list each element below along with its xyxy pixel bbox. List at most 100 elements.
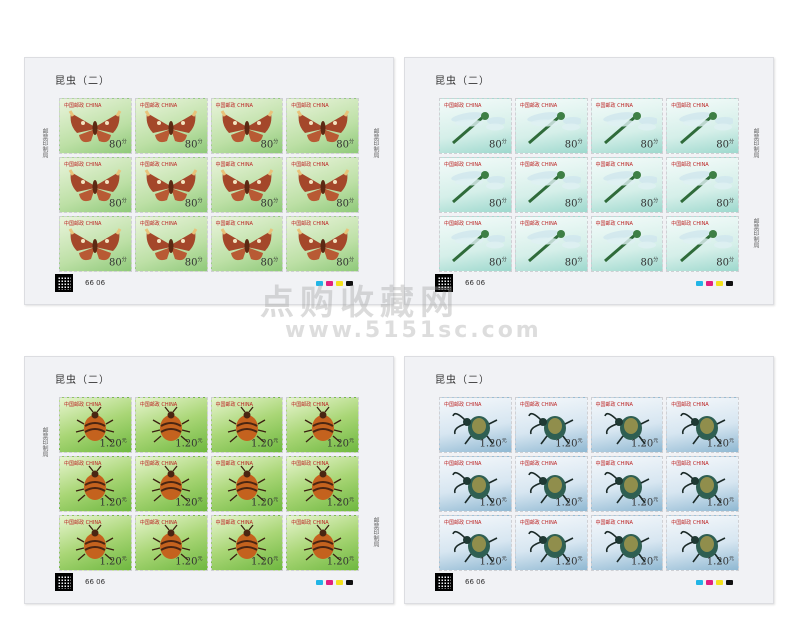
stamp-header: 中国邮政 CHINA (595, 520, 633, 526)
watermark-url: www.5151sc.com (285, 318, 542, 343)
stamp-denomination: 1.20元 (630, 555, 659, 567)
stamp: 中国邮政 CHINA 80分 (514, 216, 588, 272)
insect-illustration (527, 406, 575, 450)
stamp: 中国邮政 CHINA 80分 (666, 216, 739, 272)
stamp-denomination: 80分 (489, 256, 507, 268)
stamp-header: 中国邮政 CHINA (595, 402, 633, 408)
black-mark (346, 281, 353, 286)
insect-illustration (451, 465, 499, 509)
stamp-header: 中国邮政 CHINA (671, 221, 709, 227)
stamp-denomination: 1.20元 (555, 496, 583, 508)
stamp-denomination: 1.20元 (250, 555, 279, 567)
stamp-denomination: 80分 (260, 256, 279, 268)
stamp-header: 中国邮政 CHINA (671, 520, 709, 526)
stamp: 中国邮政 CHINA 1.20元 (514, 456, 588, 512)
insect-illustration (75, 406, 115, 450)
insect-illustration (679, 465, 727, 509)
stamp-denomination: 80分 (489, 197, 507, 209)
insect-illustration (151, 465, 191, 509)
insect-illustration (295, 166, 351, 210)
stamp: 中国邮政 CHINA 80分 (210, 98, 284, 154)
stamp-header: 中国邮政 CHINA (64, 402, 102, 408)
stamp-denomination: 1.20元 (99, 496, 127, 508)
insect-illustration (227, 465, 267, 509)
stamp-denomination: 80分 (109, 256, 127, 268)
stamp-denomination: 80分 (336, 256, 354, 268)
stamp-denomination: 1.20元 (706, 437, 734, 449)
stamp-header: 中国邮政 CHINA (671, 461, 709, 467)
sheet-title: 昆虫（二） (435, 76, 490, 87)
insect-illustration (303, 406, 343, 450)
insect-illustration (445, 107, 508, 151)
insect-illustration (527, 524, 575, 568)
stamp: 中国邮政 CHINA 1.20元 (210, 397, 284, 453)
stamp-denomination: 1.20元 (555, 555, 583, 567)
insect-illustration (597, 166, 659, 210)
insect-illustration (679, 406, 727, 450)
side-margin-text: 邮票印制局 (41, 427, 48, 457)
stamp: 中国邮政 CHINA 80分 (286, 98, 359, 154)
stamp-denomination: 80分 (489, 138, 507, 150)
stamp-sheet-beetle: 昆虫（二） 中国邮政 CHINA 1.20元 中国邮政 CHINA 1.20元 中国邮政… (404, 356, 774, 604)
side-margin-text: 邮票印制局 (372, 517, 379, 547)
insect-illustration (673, 225, 735, 269)
stamp-denomination: 80分 (716, 256, 734, 268)
stamp-denomination: 80分 (260, 197, 279, 209)
side-margin-text: 邮票印制局 (41, 128, 48, 158)
stamp: 中国邮政 CHINA 80分 (666, 98, 739, 154)
insect-illustration (67, 225, 123, 269)
stamp-sheet-moth: 昆虫（二） 邮票印制局 邮票印制局 中国邮政 CHINA 80分 中国邮政 CHIN… (24, 57, 394, 305)
sheet-number: 66 06 (465, 279, 486, 287)
stamp-denomination: 1.20元 (326, 496, 354, 508)
stamp-header: 中国邮政 CHINA (519, 520, 558, 526)
stamp: 中国邮政 CHINA 1.20元 (666, 515, 739, 571)
insect-illustration (295, 225, 351, 269)
magenta-mark (706, 580, 713, 585)
insect-illustration (227, 524, 267, 568)
stamp: 中国邮政 CHINA 1.20元 (59, 456, 132, 512)
stamp-denomination: 80分 (640, 197, 659, 209)
stamp-denomination: 80分 (640, 256, 659, 268)
insect-illustration (451, 406, 499, 450)
yellow-mark (336, 580, 343, 585)
stamp-sheet-dragonfly: 昆虫（二） 邮票印制局 邮票印制局 中国邮政 CHINA 80分 中国邮政 CHIN… (404, 57, 774, 305)
stamp-denomination: 80分 (640, 138, 659, 150)
stamp: 中国邮政 CHINA 80分 (590, 98, 664, 154)
stamp-header: 中国邮政 CHINA (671, 162, 709, 168)
magenta-mark (326, 281, 333, 286)
insect-illustration (445, 166, 508, 210)
side-margin-text: 邮票印制局 (752, 128, 759, 158)
stamp-denomination: 1.20元 (479, 496, 507, 508)
stamp: 中国邮政 CHINA 80分 (514, 98, 588, 154)
stamp: 中国邮政 CHINA 1.20元 (286, 515, 359, 571)
stamp-header: 中国邮政 CHINA (291, 402, 329, 408)
stamp-denomination: 1.20元 (630, 496, 659, 508)
stamp: 中国邮政 CHINA 1.20元 (590, 515, 664, 571)
side-margin-text: 邮票印制局 (752, 218, 759, 248)
sheet-number: 66 06 (85, 578, 106, 586)
stamp-denomination: 1.20元 (175, 555, 203, 567)
insect-illustration (295, 107, 351, 151)
stamp: 中国邮政 CHINA 1.20元 (59, 515, 132, 571)
stamp-denomination: 1.20元 (706, 496, 734, 508)
qr-code (55, 274, 73, 292)
stamp-header: 中国邮政 CHINA (595, 162, 633, 168)
cyan-mark (316, 281, 323, 286)
color-registration-marks (316, 281, 353, 286)
insect-illustration (673, 107, 735, 151)
stamp-header: 中国邮政 CHINA (444, 103, 482, 109)
stamp-header: 中国邮政 CHINA (215, 520, 253, 526)
stamp-denomination: 80分 (184, 197, 203, 209)
magenta-mark (706, 281, 713, 286)
black-mark (346, 580, 353, 585)
magenta-mark (326, 580, 333, 585)
stamp: 中国邮政 CHINA 1.20元 (286, 397, 359, 453)
stamp: 中国邮政 CHINA 1.20元 (514, 515, 588, 571)
stamp: 中国邮政 CHINA 80分 (514, 157, 588, 213)
stamp-header: 中国邮政 CHINA (444, 402, 482, 408)
stamp-header: 中国邮政 CHINA (291, 221, 329, 227)
insect-illustration (603, 524, 651, 568)
stamp-denomination: 1.20元 (175, 496, 203, 508)
stamp-denomination: 1.20元 (630, 437, 659, 449)
stamp-header: 中国邮政 CHINA (519, 402, 558, 408)
